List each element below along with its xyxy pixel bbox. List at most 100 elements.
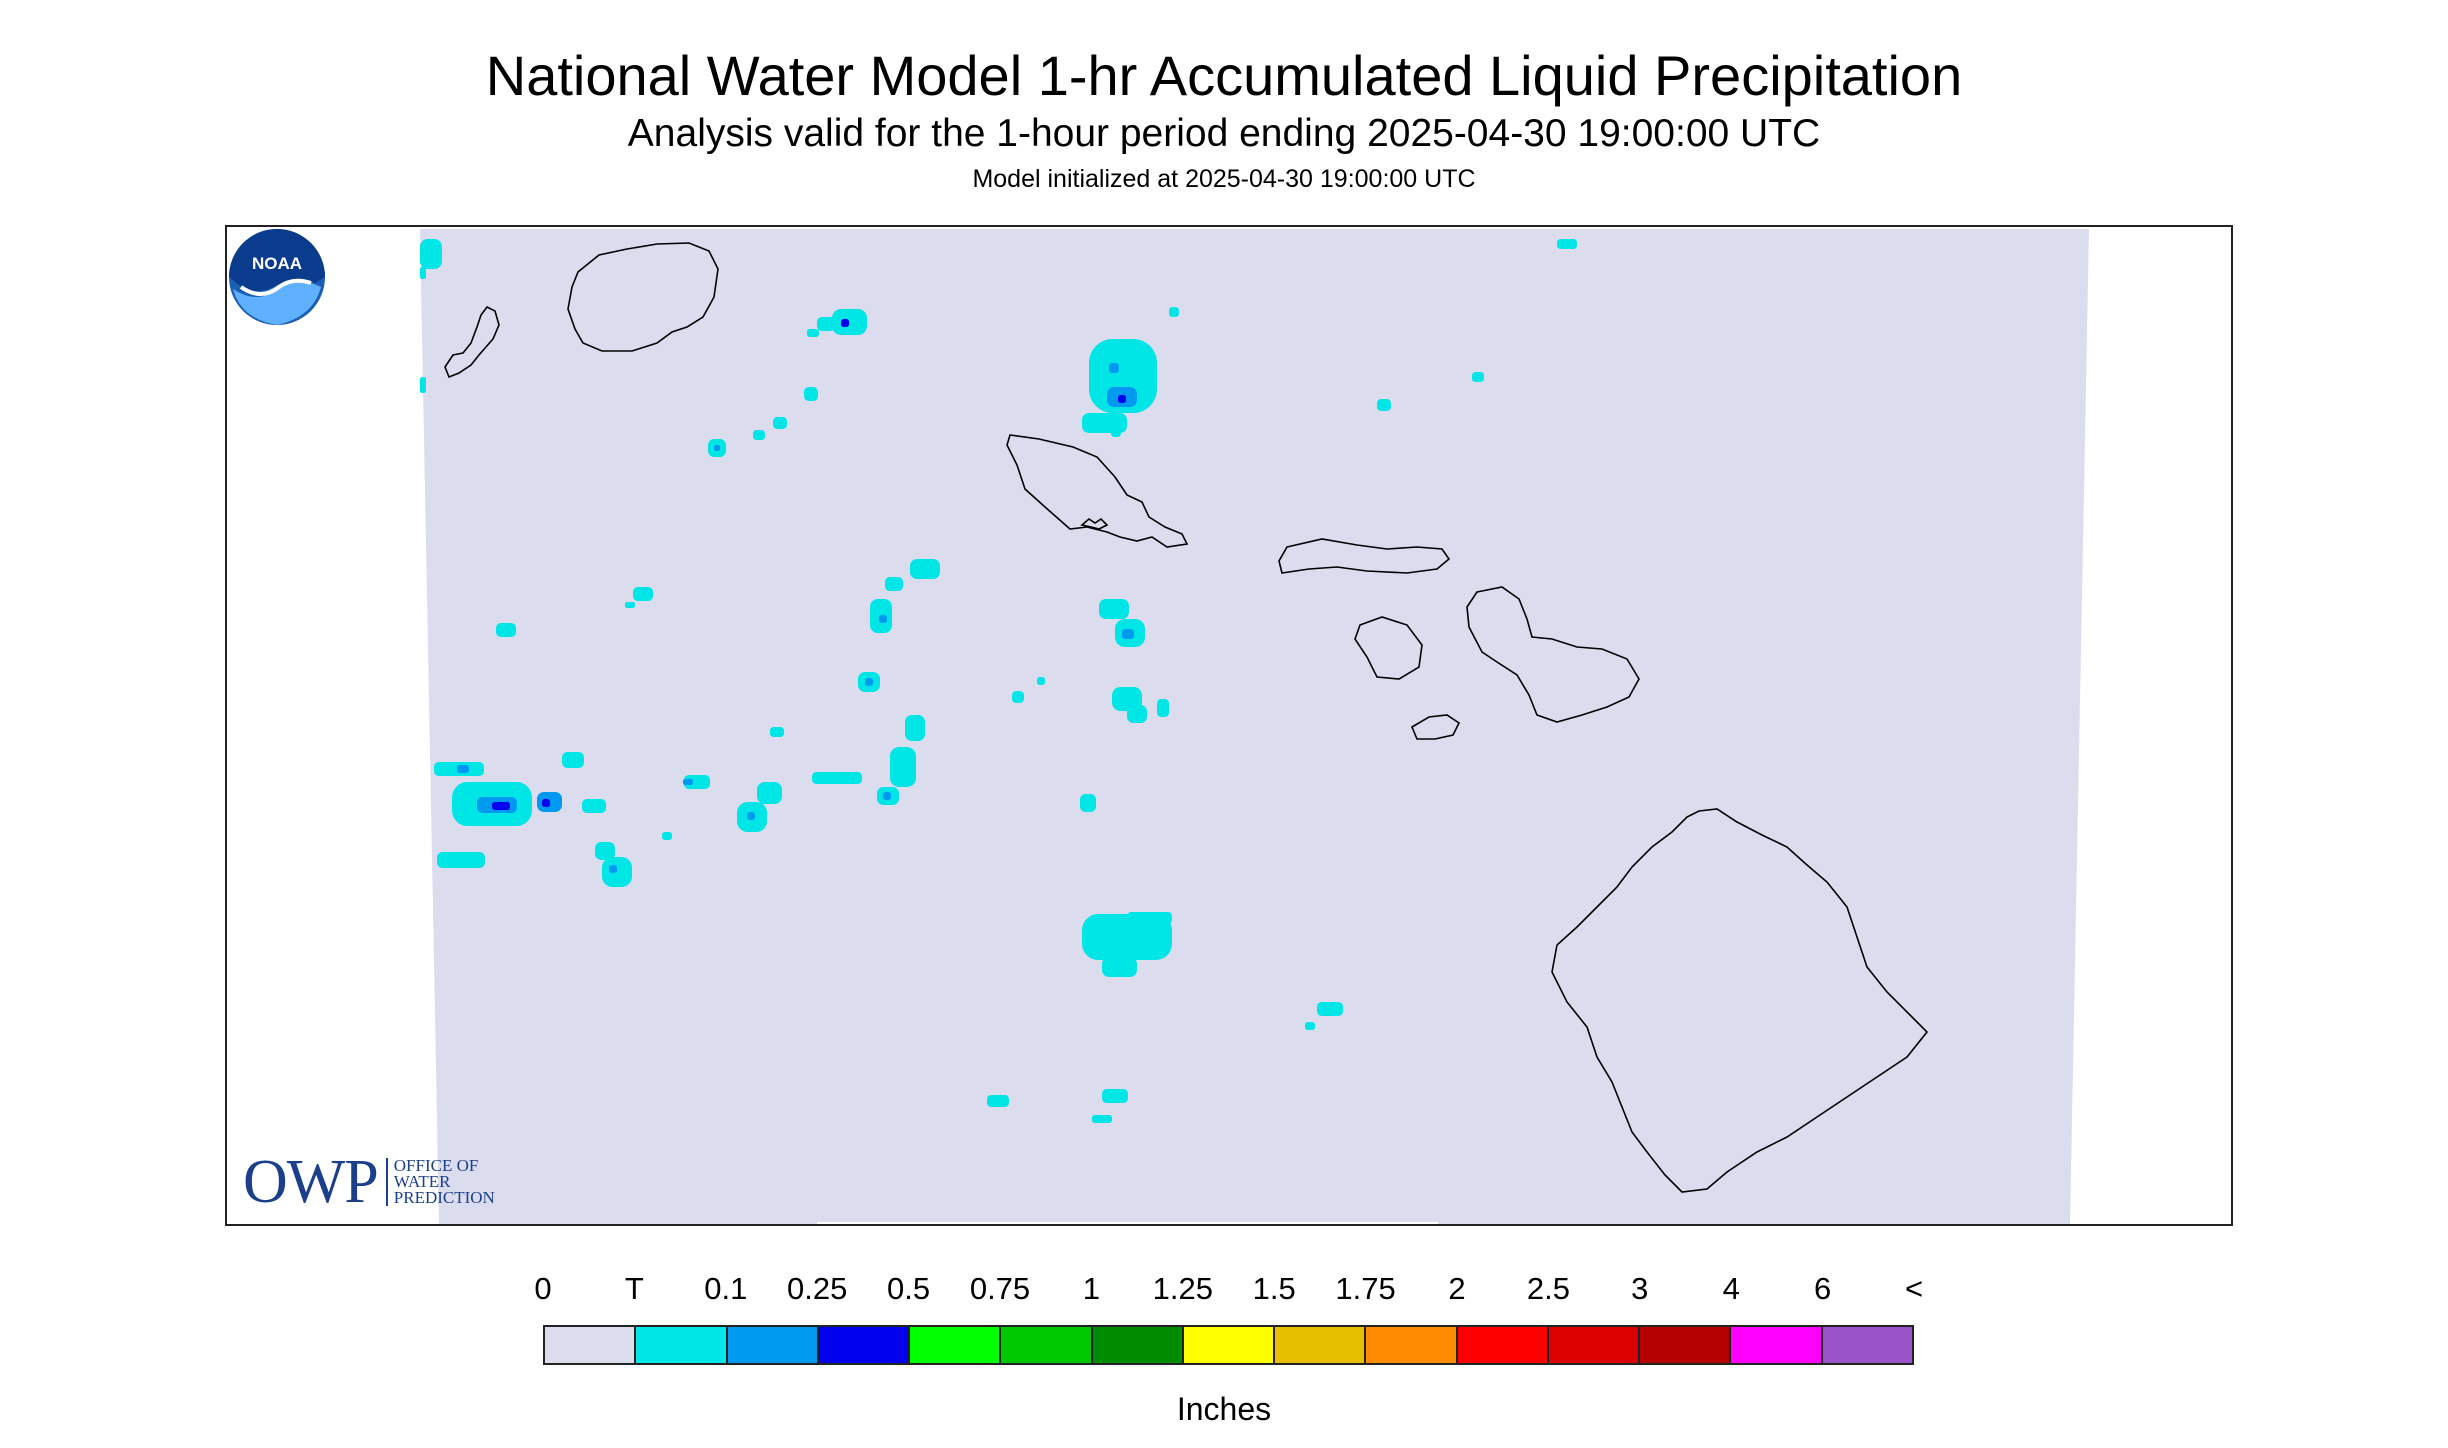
precip-cell-trace (905, 715, 925, 741)
legend-tick-label: 1.5 (1252, 1271, 1296, 1306)
precip-cell-trace (832, 309, 867, 335)
legend-swatch (1731, 1327, 1823, 1363)
precip-cell-light (683, 779, 693, 785)
precip-cell-trace (1082, 914, 1172, 960)
precip-cell-trace (1099, 599, 1129, 619)
precip-cell-trace (662, 832, 672, 840)
precip-cell-trace (757, 782, 782, 804)
model-domain (420, 229, 2089, 1224)
legend-tick-label: 0.5 (887, 1271, 931, 1306)
noaa-logo-text: NOAA (252, 254, 302, 273)
legend-tick-label: 1.25 (1152, 1271, 1213, 1306)
precip-cell-trace (633, 587, 653, 601)
precip-cell-trace (1557, 239, 1577, 249)
molokai-coastline (1278, 538, 1451, 574)
precip-cell-trace (770, 727, 784, 737)
legend-tick-label: T (624, 1271, 644, 1306)
precip-cell-trace (1305, 1022, 1315, 1030)
legend-swatch (910, 1327, 1002, 1363)
precip-cell-trace (804, 387, 818, 401)
precip-cell-trace (817, 317, 835, 331)
model-init-time: Model initialized at 2025-04-30 19:00:00… (972, 165, 1476, 193)
oahu-coastline (1006, 434, 1189, 548)
lanai-coastline (1354, 616, 1423, 680)
precip-cell-trace (890, 747, 916, 787)
oahu-harbor-detail (1080, 517, 1109, 530)
legend-swatch (1548, 1327, 1641, 1363)
precip-cell-trace (595, 842, 615, 860)
kahoolawe-coastline (1410, 714, 1461, 740)
noaa-logo: NOAA (229, 229, 325, 325)
precip-cell-trace (812, 772, 862, 784)
legend-tick-label: 0.25 (787, 1271, 848, 1306)
precip-cell-trace (885, 577, 903, 591)
precip-cell-moderate (542, 799, 550, 807)
precip-cell-trace (1102, 957, 1137, 977)
legend-tick-label: 0 (534, 1271, 552, 1306)
map-canvas (420, 229, 2089, 1224)
legend-tick-label: 0.75 (969, 1271, 1031, 1306)
legend-tick-label: 6 (1813, 1271, 1832, 1306)
precip-cell-trace (1169, 307, 1179, 317)
precip-cell-light (609, 865, 617, 873)
precip-cell-trace (1472, 372, 1484, 382)
legend-swatch (636, 1327, 728, 1363)
precip-cell-trace (625, 602, 635, 608)
owp-logo-line2: WATER (393, 1172, 451, 1191)
legend-tick-label: < (1904, 1271, 1924, 1306)
precipitation-cells (420, 239, 1577, 1123)
precip-cell-light (865, 678, 873, 686)
precip-cell-trace (1037, 677, 1045, 685)
precip-cell-trace (582, 799, 606, 813)
precip-cell-trace (1111, 427, 1121, 437)
legend-labels: 0 T 0.1 0.25 0.5 0.75 1 1.25 1.5 1.75 2 2.5 3 4 6 < (0, 1271, 2448, 1311)
legend-units: Inches (1176, 1391, 1272, 1427)
precip-cell-trace (773, 417, 787, 429)
niihau-coastline (444, 305, 500, 379)
precip-cell-trace (562, 752, 584, 768)
precip-cell-trace (420, 267, 426, 279)
legend-tick-label: 1.75 (1335, 1271, 1396, 1306)
map-subtitle: Analysis valid for the 1-hour period end… (627, 112, 1821, 155)
hawaii-big-island-coastline (1551, 808, 1929, 1193)
precip-cell-light (1109, 363, 1119, 373)
legend-swatch (1822, 1327, 1912, 1363)
legend-swatch (1092, 1327, 1184, 1363)
precip-cell-trace (602, 857, 632, 887)
precip-cell-light (714, 445, 720, 451)
kauai-coastline (567, 242, 719, 352)
coastlines (444, 242, 1929, 1193)
precip-cell-trace (496, 623, 516, 637)
precip-cell-trace (1317, 1002, 1343, 1016)
legend-tick-label: 4 (1722, 1271, 1740, 1306)
precip-cell-trace (1080, 794, 1096, 812)
precip-cell-trace (910, 559, 940, 579)
map-title: National Water Model 1-hr Accumulated Li… (485, 44, 1963, 107)
owp-logo-text: OFFICE OF WATER PREDICTION (385, 1157, 495, 1207)
owp-logo: OWP OFFICE OF WATER PREDICTION (243, 1151, 495, 1213)
legend-swatch (1001, 1327, 1093, 1363)
precip-cell-trace (420, 377, 426, 393)
precip-cell-trace (1127, 912, 1172, 924)
legend-swatch (1275, 1327, 1367, 1363)
legend-tick-label: 1 (1082, 1271, 1101, 1306)
precip-cell-trace (753, 430, 765, 440)
legend-tick-label: 0.1 (704, 1271, 748, 1306)
legend-swatch (818, 1327, 911, 1363)
precip-cell-trace (1102, 1089, 1128, 1103)
precip-cell-trace (1092, 1115, 1112, 1123)
map-panel: OWP OFFICE OF WATER PREDICTION NOAA (225, 225, 2233, 1226)
precip-cell-trace (1012, 691, 1024, 703)
owp-logo-line3: PREDICTION (393, 1188, 495, 1207)
precip-cell-trace (987, 1095, 1009, 1107)
precip-cell-light (883, 792, 891, 800)
legend-tick-label: 2 (1448, 1271, 1466, 1306)
precip-cell-light (1122, 629, 1134, 639)
legend-swatch (1183, 1327, 1276, 1363)
maui-coastline (1466, 586, 1640, 723)
legend-swatch (727, 1327, 819, 1363)
precip-cell-trace (1127, 705, 1147, 723)
legend-swatch (545, 1327, 637, 1363)
precip-cell-light (747, 812, 755, 820)
precip-cell-trace (1157, 699, 1169, 717)
